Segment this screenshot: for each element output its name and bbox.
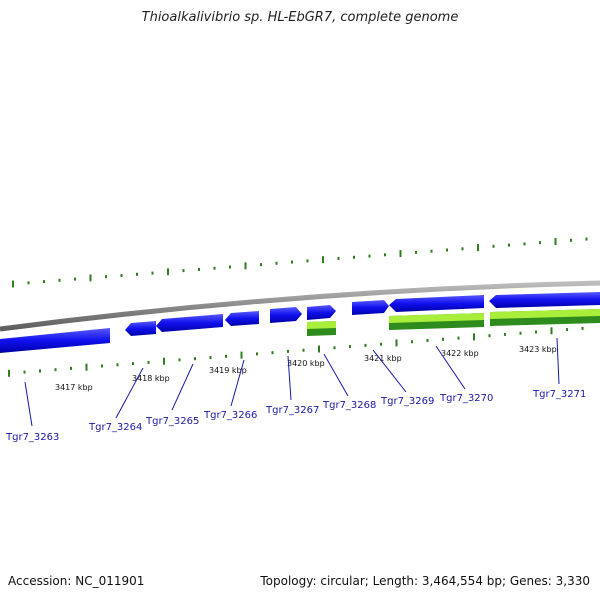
- leader-line: [372, 349, 407, 393]
- gene-arrow-tgr7-3269[interactable]: [352, 300, 389, 315]
- scale-label: 3418 kbp: [132, 374, 170, 383]
- accession-text: Accession: NC_011901: [8, 574, 145, 588]
- feature-band-1-light: [307, 321, 336, 329]
- gene-track: [0, 292, 600, 353]
- gene-label-tgr7-3270[interactable]: Tgr7_3270: [439, 393, 493, 404]
- gene-label-tgr7-3269[interactable]: Tgr7_3269: [380, 396, 434, 407]
- outer-tick-row: [12, 237, 588, 288]
- gene-label-tgr7-3266[interactable]: Tgr7_3266: [203, 410, 257, 421]
- gene-label-tgr7-3268[interactable]: Tgr7_3268: [322, 400, 376, 411]
- gene-label-tgr7-3263[interactable]: Tgr7_3263: [5, 432, 59, 443]
- feature-band-3-light: [490, 309, 600, 319]
- scale-label: 3422 kbp: [441, 349, 479, 358]
- gene-label-tgr7-3267[interactable]: Tgr7_3267: [265, 405, 319, 416]
- gene-arrow-tgr7-3267[interactable]: [270, 307, 302, 323]
- scale-label: 3420 kbp: [287, 359, 325, 368]
- summary-text: Topology: circular; Length: 3,464,554 bp…: [260, 574, 590, 588]
- leader-line: [323, 353, 349, 397]
- leader-line: [171, 363, 194, 411]
- leader-line: [556, 337, 560, 385]
- scale-labels: 3417 kbp 3418 kbp 3419 kbp 3420 kbp 3421…: [55, 345, 557, 392]
- gene-labels: Tgr7_3263 Tgr7_3264 Tgr7_3265 Tgr7_3266 …: [5, 389, 586, 443]
- gene-label-tgr7-3271[interactable]: Tgr7_3271: [532, 389, 586, 400]
- gene-label-tgr7-3264[interactable]: Tgr7_3264: [88, 422, 142, 433]
- scale-label: 3419 kbp: [209, 366, 247, 375]
- scale-label: 3423 kbp: [519, 345, 557, 354]
- gene-arrow-tgr7-3268[interactable]: [307, 305, 336, 320]
- feature-track: [307, 309, 600, 336]
- gene-arrow-tgr7-3266[interactable]: [225, 311, 259, 326]
- scale-label: 3421 kbp: [364, 354, 402, 363]
- leader-line: [435, 345, 466, 390]
- leader-line: [287, 355, 292, 401]
- gene-arrow-tgr7-3271[interactable]: [489, 292, 600, 308]
- gene-label-tgr7-3265[interactable]: Tgr7_3265: [145, 416, 199, 427]
- inner-tick-row: [8, 326, 584, 377]
- gene-arrow-tgr7-3263[interactable]: [0, 328, 110, 353]
- leader-line: [230, 359, 245, 407]
- gene-arrow-tgr7-3265[interactable]: [156, 314, 223, 332]
- genome-backbone: [0, 280, 600, 332]
- scale-label: 3417 kbp: [55, 383, 93, 392]
- feature-band-2-light: [389, 313, 484, 323]
- label-leader-lines: [24, 337, 560, 427]
- leader-line: [24, 381, 33, 427]
- leader-line: [115, 367, 144, 419]
- gene-arrow-tgr7-3264[interactable]: [125, 321, 156, 336]
- page-title: Thioalkalivibrio sp. HL-EbGR7, complete …: [141, 10, 459, 25]
- gene-arrow-tgr7-3270[interactable]: [389, 295, 484, 312]
